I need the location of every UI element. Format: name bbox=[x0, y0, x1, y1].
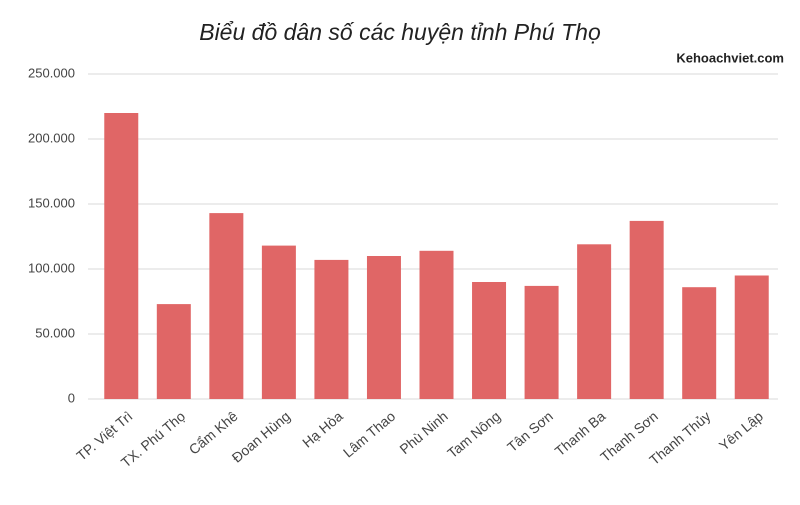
y-tick-label: 200.000 bbox=[28, 130, 75, 145]
y-tick-label: 250.000 bbox=[28, 65, 75, 80]
bar bbox=[524, 285, 559, 399]
y-tick-label: 50.000 bbox=[35, 325, 75, 340]
bar bbox=[734, 275, 769, 399]
bar bbox=[261, 245, 296, 399]
x-tick-label: Tân Sơn bbox=[504, 408, 556, 455]
x-tick-label: Tam Nông bbox=[444, 408, 503, 461]
bar bbox=[577, 244, 612, 399]
bar bbox=[366, 256, 401, 399]
bar bbox=[314, 259, 349, 399]
y-tick-label: 100.000 bbox=[28, 260, 75, 275]
watermark: Kehoachviet.com bbox=[676, 50, 784, 65]
bar bbox=[209, 213, 244, 399]
x-tick-label: Hạ Hòa bbox=[299, 408, 346, 451]
bar bbox=[156, 304, 191, 399]
x-tick-label: Phù Ninh bbox=[396, 408, 450, 457]
x-tick-label: Yên Lập bbox=[716, 408, 766, 454]
bar bbox=[682, 287, 717, 399]
x-tick-label: Đoan Hùng bbox=[229, 408, 294, 466]
y-tick-label: 0 bbox=[68, 390, 75, 405]
y-tick-label: 150.000 bbox=[28, 195, 75, 210]
bar bbox=[472, 282, 507, 399]
x-tick-label: Lâm Thao bbox=[340, 408, 399, 461]
bar bbox=[104, 113, 139, 399]
bar bbox=[419, 250, 454, 399]
bar bbox=[629, 220, 664, 399]
chart-title: Biểu đồ dân số các huyện tỉnh Phú Thọ bbox=[199, 19, 601, 45]
